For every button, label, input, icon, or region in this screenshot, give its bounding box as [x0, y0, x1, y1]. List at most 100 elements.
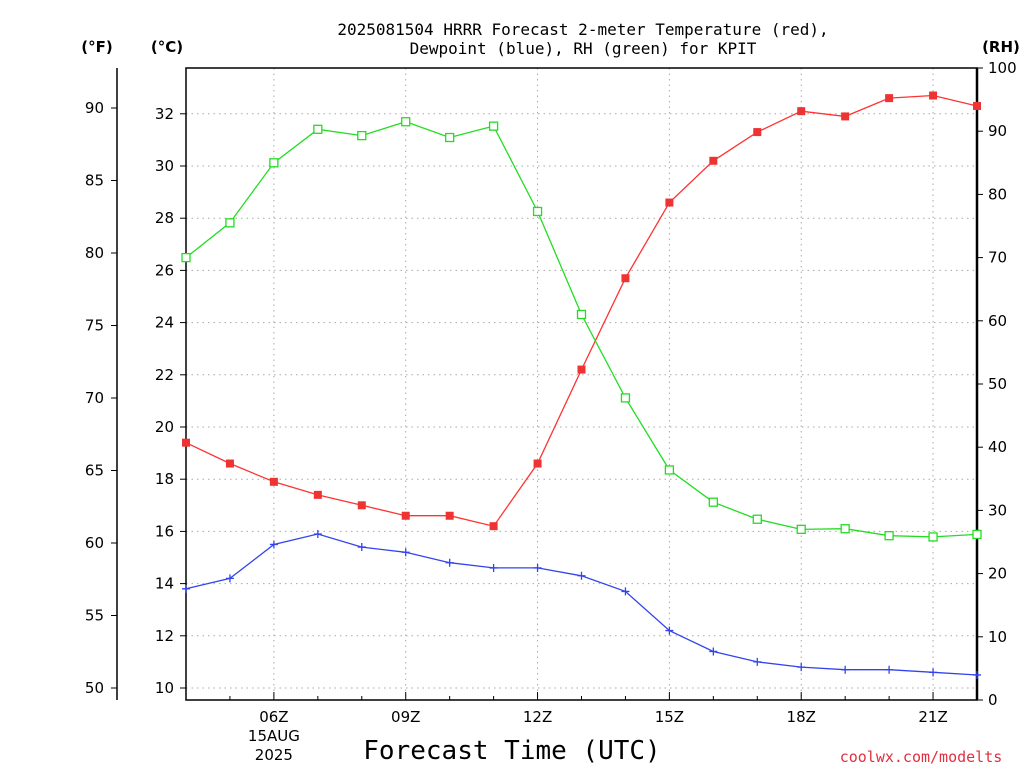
dewpoint-point-3 — [313, 530, 322, 539]
rh-tick-label-5: 50 — [988, 375, 1007, 393]
celsius-tick-label-8: 26 — [155, 261, 174, 279]
rh-point-14 — [796, 524, 806, 535]
credit-text: coolwx.com/modelts — [840, 748, 1003, 766]
temperature-point-16 — [885, 94, 894, 103]
x-tick-label-1: 09Z — [391, 708, 420, 726]
dewpoint-point-13 — [753, 657, 762, 666]
rh-point-9 — [576, 309, 587, 320]
rh-tick-label-6: 60 — [988, 312, 1007, 330]
temperature-point-12 — [709, 156, 718, 165]
rh-point-7 — [488, 121, 499, 131]
dewpoint-point-18 — [973, 670, 981, 679]
rh-tick-label-2: 20 — [988, 565, 1007, 583]
fahrenheit-tick-label-6: 80 — [85, 244, 104, 262]
temperature-point-4 — [357, 501, 366, 510]
x-tick-label-3: 15Z — [655, 708, 684, 726]
temperature-point-11 — [665, 198, 674, 207]
temperature-point-8 — [533, 459, 542, 468]
rh-tick-label-8: 80 — [988, 185, 1007, 203]
dewpoint-point-6 — [445, 558, 454, 567]
rh-tick-label-0: 0 — [988, 691, 998, 709]
dewpoint-point-10 — [621, 587, 630, 596]
temperature-point-1 — [225, 459, 234, 468]
temperature-point-9 — [577, 365, 586, 374]
axes — [111, 67, 983, 701]
celsius-tick-label-9: 28 — [155, 209, 174, 227]
rh-point-13 — [752, 514, 762, 524]
celsius-tick-label-3: 16 — [155, 522, 174, 540]
temperature-point-18 — [973, 101, 981, 110]
celsius-tick-label-0: 10 — [155, 679, 174, 697]
rh-point-15 — [840, 524, 850, 534]
fahrenheit-tick-label-1: 55 — [85, 607, 104, 625]
rh-point-16 — [884, 531, 894, 541]
fahrenheit-tick-label-2: 60 — [85, 534, 104, 552]
dewpoint-point-5 — [401, 548, 410, 557]
fahrenheit-tick-label-8: 90 — [85, 99, 104, 117]
plot-frame — [185, 67, 978, 701]
rh-tick-label-1: 10 — [988, 628, 1007, 646]
rh-tick-label-9: 90 — [988, 122, 1007, 140]
dewpoint-point-7 — [489, 563, 498, 572]
dewpoint-series — [182, 530, 981, 679]
rh-point-6 — [445, 132, 455, 143]
x-tick-date-label: 15AUG — [248, 727, 300, 745]
temperature-point-2 — [269, 477, 278, 486]
rh-point-12 — [708, 497, 718, 507]
fahrenheit-unit-label: (°F) — [81, 38, 112, 56]
chart-title-line1: 2025081504 HRRR Forecast 2-meter Tempera… — [337, 20, 828, 39]
x-tick-label-5: 21Z — [918, 708, 947, 726]
dewpoint-point-9 — [577, 571, 586, 580]
celsius-unit-label: (°C) — [151, 38, 183, 56]
temperature-point-5 — [401, 511, 410, 520]
dewpoint-point-8 — [533, 563, 542, 572]
rh-point-10 — [620, 393, 631, 403]
temperature-series — [182, 91, 981, 531]
dewpoint-line — [185, 533, 978, 676]
rh-point-11 — [664, 465, 675, 475]
rh-tick-label-4: 40 — [988, 438, 1007, 456]
temperature-point-6 — [445, 511, 454, 520]
fahrenheit-tick-label-4: 70 — [85, 389, 104, 407]
rh-point-18 — [972, 529, 982, 540]
dewpoint-point-16 — [885, 665, 894, 674]
grid-lines — [186, 68, 977, 700]
temperature-point-7 — [489, 522, 498, 531]
rh-point-1 — [225, 218, 235, 228]
dewpoint-point-2 — [269, 540, 278, 549]
dewpoint-point-1 — [225, 574, 234, 583]
x-tick-label-2: 12Z — [523, 708, 552, 726]
fahrenheit-tick-label-3: 65 — [85, 462, 104, 480]
x-tick-label-4: 18Z — [787, 708, 816, 726]
temperature-point-17 — [929, 91, 938, 100]
dewpoint-point-4 — [357, 543, 366, 552]
x-axis-title: Forecast Time (UTC) — [363, 736, 660, 766]
celsius-tick-label-10: 30 — [155, 157, 174, 175]
x-tick-label-0: 06Z — [259, 708, 288, 726]
celsius-tick-label-2: 14 — [155, 575, 174, 593]
chart-title-line2: Dewpoint (blue), RH (green) for KPIT — [410, 39, 757, 58]
dewpoint-point-0 — [182, 584, 190, 593]
rh-point-0 — [181, 252, 191, 263]
rh-unit-label: (RH) — [982, 38, 1020, 56]
dewpoint-point-15 — [841, 665, 850, 674]
temperature-point-0 — [182, 438, 190, 447]
rh-point-5 — [401, 117, 411, 127]
rh-point-4 — [357, 130, 367, 141]
fahrenheit-tick-label-0: 50 — [85, 679, 104, 697]
celsius-tick-label-7: 24 — [155, 314, 174, 332]
temperature-point-15 — [841, 112, 850, 121]
temperature-point-10 — [621, 274, 630, 283]
rh-tick-label-10: 100 — [988, 59, 1017, 77]
celsius-tick-label-5: 20 — [155, 418, 174, 436]
rh-tick-label-7: 70 — [988, 249, 1007, 267]
celsius-tick-label-4: 18 — [155, 470, 174, 488]
celsius-tick-label-6: 22 — [155, 366, 174, 384]
rh-point-8 — [532, 206, 543, 217]
temperature-point-3 — [313, 490, 322, 499]
fahrenheit-tick-label-5: 75 — [85, 317, 104, 335]
celsius-tick-label-1: 12 — [155, 627, 174, 645]
rh-series — [181, 117, 982, 542]
dewpoint-point-17 — [929, 668, 938, 677]
